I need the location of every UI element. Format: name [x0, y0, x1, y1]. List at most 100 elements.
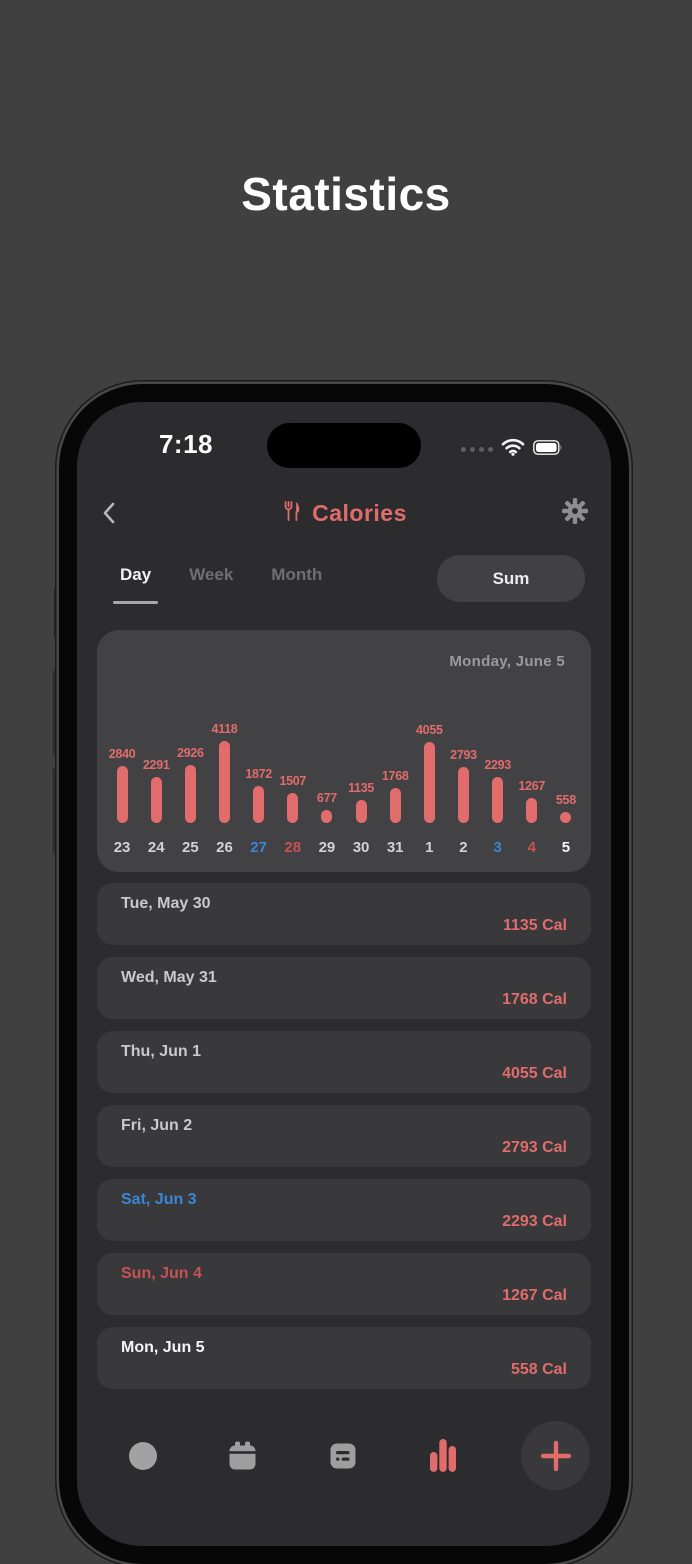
x-axis-label: 3: [493, 839, 502, 856]
battery-icon: [533, 439, 563, 460]
wifi-icon: [501, 438, 525, 461]
x-axis-label: 23: [113, 839, 131, 856]
calories-value: 4055 Cal: [502, 1065, 567, 1082]
chart-bar-column[interactable]: 2840 23: [105, 722, 139, 872]
bar: [492, 777, 504, 823]
day-label: Thu, Jun 1: [121, 1043, 201, 1060]
back-button[interactable]: [97, 499, 123, 527]
list-item[interactable]: Wed, May 31 1768 Cal: [97, 957, 591, 1019]
volume-up-button: [51, 670, 60, 756]
bar-chart: 2840 23 2291 24 2926 25 4118 26 1872 27 1507 28 677 2…: [105, 722, 583, 872]
status-time: 7:18: [158, 429, 214, 459]
notes-icon[interactable]: [329, 1442, 357, 1475]
tab-day[interactable]: Day: [113, 565, 159, 604]
bar-value-label: 2291: [142, 758, 170, 772]
day-label: Sat, Jun 3: [121, 1191, 197, 1208]
chart-bar-column[interactable]: 1267 4: [515, 722, 549, 872]
bar: [389, 788, 401, 823]
circle-icon[interactable]: [129, 1442, 157, 1470]
sum-button[interactable]: Sum: [437, 555, 585, 602]
calories-value: 1135 Cal: [502, 917, 567, 934]
day-label: Tue, May 30: [121, 895, 211, 912]
bar-value-label: 2293: [484, 758, 511, 772]
chart-bar-column[interactable]: 4118 26: [207, 722, 241, 872]
app-header: Calories: [77, 500, 611, 527]
bar: [423, 742, 435, 823]
list-item[interactable]: Fri, Jun 2 2793 Cal: [97, 1105, 591, 1167]
phone-screen: 7:18: [77, 402, 611, 1546]
chart-bar-column[interactable]: 1507 28: [276, 722, 310, 872]
day-label: Wed, May 31: [121, 969, 217, 986]
chart-bar-column[interactable]: 558 5: [549, 722, 583, 872]
bar: [355, 800, 367, 823]
tab-week[interactable]: Week: [189, 565, 234, 584]
bar: [184, 765, 196, 823]
list-item[interactable]: Sun, Jun 4 1267 Cal: [97, 1253, 591, 1315]
calories-value: 2793 Cal: [502, 1139, 567, 1156]
x-axis-label: 1: [425, 839, 434, 856]
x-axis-label: 30: [352, 839, 370, 856]
bar-value-label: 4055: [416, 723, 443, 737]
list-item[interactable]: Tue, May 30 1135 Cal: [97, 883, 591, 945]
calories-value: 558 Cal: [510, 1361, 567, 1378]
day-label: Sun, Jun 4: [121, 1265, 202, 1282]
bar-value-label: 1135: [348, 781, 375, 795]
chart-bar-column[interactable]: 1872 27: [242, 722, 276, 872]
page-title: Statistics: [241, 168, 451, 220]
bar-value-label: 1267: [518, 779, 546, 793]
volume-down-button: [51, 768, 60, 854]
calories-value: 1768 Cal: [502, 991, 567, 1008]
chart-bar-column[interactable]: 2793 2: [446, 722, 480, 872]
chart-bar-column[interactable]: 2926 25: [173, 722, 207, 872]
bar-value-label: 2793: [450, 748, 477, 762]
bar: [253, 786, 265, 823]
phone-frame: 7:18: [59, 384, 629, 1564]
bar: [218, 741, 230, 823]
bar: [150, 777, 162, 823]
list-item[interactable]: Thu, Jun 1 4055 Cal: [97, 1031, 591, 1093]
bar-chart-icon[interactable]: [429, 1439, 457, 1477]
calories-value: 1267 Cal: [502, 1287, 567, 1304]
bar: [321, 810, 333, 823]
chart-bar-column[interactable]: 2293 3: [481, 722, 515, 872]
chart-bar-column[interactable]: 4055 1: [412, 722, 446, 872]
calendar-icon[interactable]: [227, 1440, 258, 1476]
chart-bar-column[interactable]: 677 29: [310, 722, 344, 872]
bar-value-label: 2840: [108, 747, 136, 761]
x-axis-label: 24: [147, 839, 165, 856]
chart-date-label: Monday, June 5: [449, 653, 565, 670]
bar-value-label: 2926: [177, 746, 204, 760]
calories-value: 2293 Cal: [502, 1213, 567, 1230]
x-axis-label: 29: [318, 839, 336, 856]
cellular-signal-icon: [461, 447, 493, 452]
day-label: Fri, Jun 2: [121, 1117, 193, 1134]
x-axis-label: 31: [386, 839, 404, 856]
bar: [116, 766, 128, 823]
plus-icon: [540, 1440, 571, 1471]
list-item[interactable]: Mon, Jun 5 558 Cal: [97, 1327, 591, 1389]
screen-title: Calories: [312, 500, 407, 526]
list-item[interactable]: Sat, Jun 3 2293 Cal: [97, 1179, 591, 1241]
bar-value-label: 558: [555, 793, 576, 807]
chart-bar-column[interactable]: 2291 24: [139, 722, 173, 872]
status-icons: [461, 438, 563, 461]
x-axis-label: 27: [250, 839, 267, 856]
bar: [287, 793, 299, 823]
settings-gear-icon[interactable]: [561, 497, 589, 525]
add-button[interactable]: [521, 1421, 590, 1490]
x-axis-label: 5: [561, 839, 571, 856]
mute-switch: [52, 588, 61, 638]
bar-value-label: 4118: [211, 722, 238, 736]
x-axis-label: 25: [182, 839, 199, 856]
x-axis-label: 4: [527, 839, 536, 856]
chart-bar-column[interactable]: 1768 31: [378, 722, 412, 872]
bar-value-label: 1872: [245, 767, 272, 781]
bar: [457, 767, 469, 823]
x-axis-label: 28: [284, 839, 302, 856]
tab-month[interactable]: Month: [271, 565, 323, 584]
bar-value-label: 1768: [381, 769, 409, 783]
day-label: Mon, Jun 5: [121, 1339, 205, 1356]
bar-value-label: 677: [316, 791, 337, 805]
x-axis-label: 26: [216, 839, 233, 856]
chart-bar-column[interactable]: 1135 30: [344, 722, 378, 872]
